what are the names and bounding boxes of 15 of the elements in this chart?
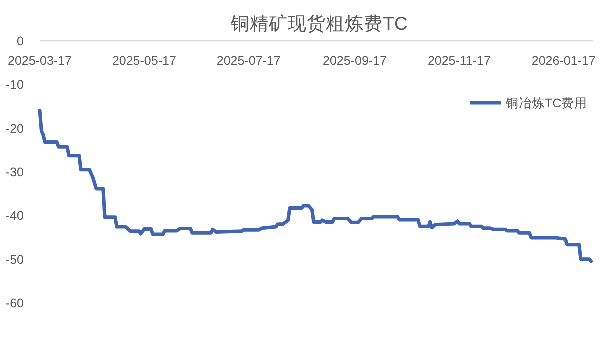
y-tick-label: -20: [6, 122, 24, 136]
y-tick-label: -30: [6, 166, 24, 180]
y-tick-label: -40: [6, 209, 24, 224]
x-tick-label: 2025-11-17: [428, 54, 492, 68]
x-tick-label: 2025-07-17: [216, 54, 281, 68]
x-tick-label: 2025-09-17: [323, 54, 388, 68]
x-tick-label: 2025-05-17: [112, 54, 176, 68]
y-tick-label: -50: [6, 252, 24, 267]
x-tick-label: 2025-03-17: [8, 54, 72, 68]
y-tick-label: -10: [6, 78, 24, 92]
x-tick-label: 2026-01-17: [532, 54, 596, 68]
y-tick-label: 0: [17, 34, 24, 48]
y-tick-label: -60: [6, 296, 24, 310]
legend-label: 铜冶炼TC费用: [505, 96, 588, 110]
chart-title: 铜精矿现货粗炼费TC: [230, 13, 408, 34]
